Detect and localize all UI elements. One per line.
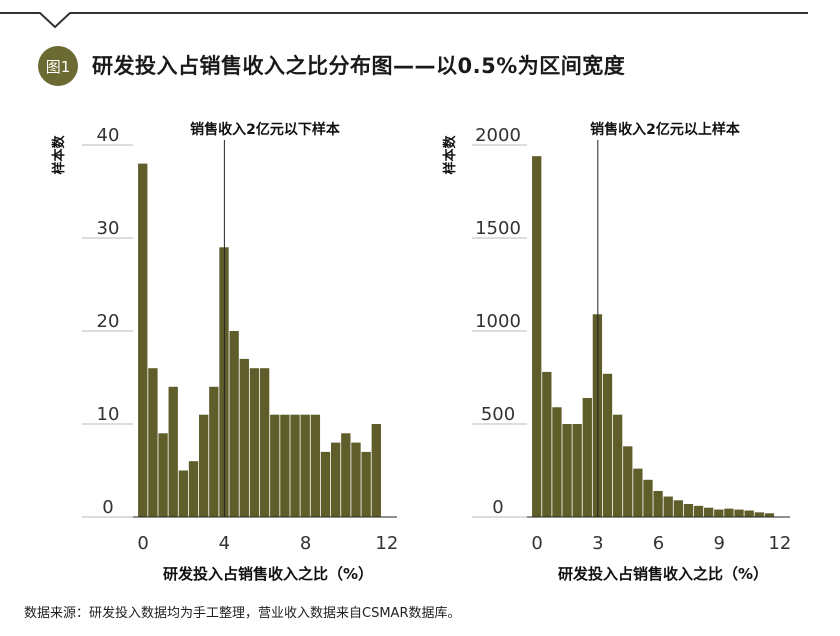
- histogram-bar: [188, 461, 199, 517]
- histogram-bar: [270, 414, 280, 517]
- histogram-bar: [280, 414, 290, 517]
- x-tick-label: 0: [137, 533, 148, 554]
- y-tick-label: 1000: [475, 311, 521, 332]
- y-tick-label: 0: [492, 497, 503, 518]
- histogram-bar: [714, 509, 724, 517]
- x-tick-label: 4: [219, 533, 230, 554]
- x-axis-label: 研发投入占销售收入之比（%）: [163, 565, 373, 583]
- histogram-bar: [602, 373, 613, 517]
- histogram-bar: [351, 442, 361, 517]
- histogram-bar: [249, 368, 260, 517]
- histogram-bar: [562, 424, 572, 517]
- histogram-bar: [148, 368, 158, 517]
- histogram-bar: [331, 442, 341, 517]
- histogram-bar: [341, 433, 351, 517]
- histogram-bar: [259, 368, 270, 517]
- histogram-bar: [653, 490, 663, 517]
- histogram-bar: [754, 512, 764, 517]
- data-source-note: 数据来源：研发投入数据均为手工整理，营业收入数据来自CSMAR数据库。: [24, 606, 461, 621]
- histogram-bar: [229, 331, 239, 517]
- x-tick-label: 9: [713, 533, 724, 554]
- histogram-bar: [704, 507, 714, 517]
- y-tick-label: 2000: [475, 125, 521, 146]
- histogram-bar: [643, 479, 653, 517]
- histogram-bar: [361, 451, 371, 517]
- histogram-bar: [371, 424, 381, 517]
- histogram-bar: [572, 424, 582, 517]
- y-tick-label: 500: [481, 404, 515, 425]
- histogram-bar: [320, 451, 331, 517]
- x-tick-label: 6: [653, 533, 664, 554]
- histogram-bar: [158, 433, 168, 517]
- histogram-bar: [744, 510, 754, 517]
- histogram-bar: [764, 513, 775, 517]
- chart-title: 销售收入2亿元以上样本: [590, 121, 741, 138]
- x-tick-label: 8: [300, 533, 311, 554]
- histogram-bar: [612, 414, 623, 517]
- x-tick-label: 3: [592, 533, 603, 554]
- y-axis-label: 样本数: [442, 135, 458, 175]
- histogram-bar: [734, 509, 744, 517]
- x-tick-label: 12: [375, 533, 398, 554]
- x-axis-label: 研发投入占销售收入之比（%）: [558, 565, 768, 583]
- histogram-bar: [552, 407, 562, 517]
- histogram-bar: [582, 397, 592, 517]
- histogram-bar: [239, 358, 249, 517]
- y-tick-label: 20: [97, 311, 120, 332]
- chart-title: 销售收入2亿元以下样本: [190, 121, 341, 138]
- histogram-bar: [209, 386, 219, 517]
- histogram-bar: [623, 446, 633, 517]
- histogram-bar: [290, 414, 300, 517]
- histogram-bar: [178, 470, 189, 517]
- histogram-bar: [673, 500, 683, 517]
- histogram-bar: [542, 371, 552, 517]
- y-tick-label: 0: [102, 497, 113, 518]
- figure-badge: 图1: [38, 46, 78, 86]
- histogram-bar: [138, 163, 148, 517]
- histogram-bar: [199, 414, 209, 517]
- histogram-bar: [724, 508, 734, 517]
- histogram-bar: [310, 414, 321, 517]
- x-tick-label: 12: [768, 533, 791, 554]
- histogram-bar: [663, 496, 673, 517]
- histogram-bar: [683, 503, 694, 517]
- y-tick-label: 30: [97, 218, 120, 239]
- y-tick-label: 40: [97, 125, 120, 146]
- x-tick-label: 0: [531, 533, 542, 554]
- page-title: 研发投入占销售收入之比分布图——以0.5%为区间宽度: [92, 54, 626, 78]
- y-tick-label: 1500: [475, 218, 521, 239]
- top-rule: [0, 12, 808, 29]
- y-axis-label: 样本数: [51, 135, 67, 175]
- histogram-bar: [532, 156, 542, 517]
- histogram-bar: [633, 468, 643, 517]
- histogram-bar: [168, 386, 178, 517]
- histogram-bar: [693, 505, 704, 517]
- y-tick-label: 10: [97, 404, 120, 425]
- histogram-bar: [300, 414, 310, 517]
